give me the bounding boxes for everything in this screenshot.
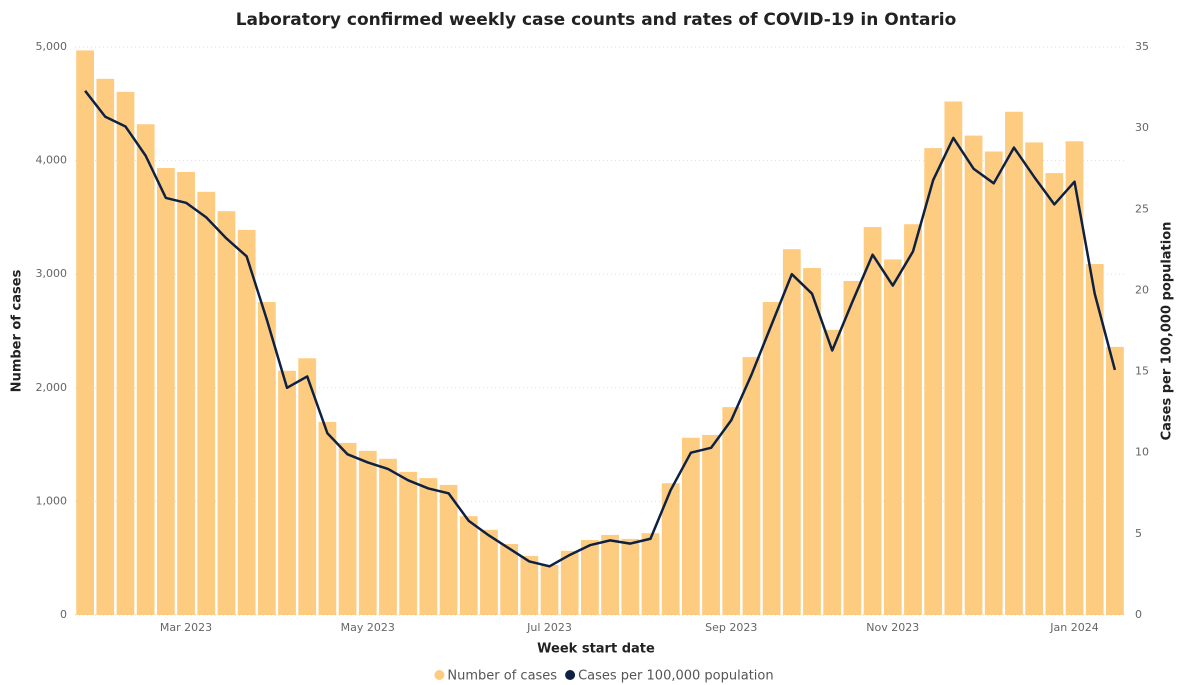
y-tick-label: 5,000 bbox=[36, 40, 68, 53]
bar bbox=[823, 329, 842, 615]
legend-marker bbox=[434, 670, 445, 680]
y2-axis-title: Cases per 100,000 population bbox=[1160, 222, 1175, 441]
bar bbox=[863, 227, 882, 615]
bar bbox=[136, 124, 155, 616]
bar bbox=[217, 211, 236, 616]
bar bbox=[338, 442, 357, 615]
bar bbox=[1005, 111, 1023, 615]
bar bbox=[318, 421, 337, 615]
bar bbox=[883, 259, 902, 615]
legend-label: Number of cases bbox=[447, 669, 557, 684]
legend-marker bbox=[565, 670, 576, 680]
bar bbox=[358, 450, 377, 615]
bar bbox=[116, 91, 135, 615]
x-tick-label: Mar 2023 bbox=[160, 621, 212, 634]
x-axis-title: Week start date bbox=[537, 642, 655, 657]
y-tick-label: 1,000 bbox=[36, 494, 68, 507]
bar bbox=[560, 550, 579, 615]
bar bbox=[1045, 173, 1064, 615]
y-tick-label: 3,000 bbox=[36, 267, 68, 280]
bar bbox=[782, 249, 801, 615]
bar bbox=[257, 302, 276, 615]
bar bbox=[1065, 141, 1084, 615]
bar bbox=[439, 484, 458, 615]
x-tick-label: Jan 2024 bbox=[1049, 621, 1098, 634]
bar bbox=[177, 171, 195, 615]
bar bbox=[540, 565, 559, 615]
y-tick-label: 2,000 bbox=[36, 381, 68, 394]
y2-tick-label: 25 bbox=[1135, 202, 1149, 215]
bar bbox=[237, 229, 256, 615]
bar bbox=[96, 78, 115, 616]
bar bbox=[76, 50, 94, 615]
bar bbox=[944, 101, 963, 615]
legend: Number of cases Cases per 100,000 populat… bbox=[434, 669, 774, 684]
x-tick-label: Nov 2023 bbox=[866, 621, 919, 634]
y2-tick-label: 35 bbox=[1135, 40, 1149, 53]
bar bbox=[843, 281, 862, 615]
y2-tick-label: 30 bbox=[1135, 121, 1149, 134]
y-tick-label: 0 bbox=[60, 608, 67, 621]
bar bbox=[500, 544, 519, 615]
y2-tick-label: 10 bbox=[1135, 446, 1149, 459]
bar bbox=[1025, 142, 1044, 615]
y2-tick-label: 0 bbox=[1135, 608, 1142, 621]
bar bbox=[661, 483, 680, 615]
bar bbox=[722, 407, 741, 615]
bar bbox=[601, 534, 619, 615]
bar bbox=[964, 135, 983, 615]
bar bbox=[1085, 263, 1104, 615]
y2-tick-label: 15 bbox=[1135, 365, 1149, 378]
bar bbox=[803, 267, 821, 615]
bar bbox=[581, 540, 599, 615]
y2-tick-label: 20 bbox=[1135, 283, 1149, 296]
bar bbox=[156, 167, 175, 615]
bar bbox=[681, 437, 700, 615]
bar bbox=[742, 357, 761, 615]
bar bbox=[278, 370, 296, 615]
bar bbox=[641, 533, 660, 615]
bar bbox=[419, 478, 438, 615]
bar bbox=[480, 529, 498, 615]
x-tick-label: Jul 2023 bbox=[526, 621, 572, 634]
x-tick-label: May 2023 bbox=[341, 621, 395, 634]
bar bbox=[762, 302, 781, 615]
bar bbox=[904, 224, 922, 615]
line bbox=[84, 90, 1117, 568]
bar bbox=[379, 458, 397, 615]
bar bbox=[459, 516, 478, 615]
y-axis-title: Number of cases bbox=[10, 269, 25, 392]
legend-label: Cases per 100,000 population bbox=[578, 669, 774, 684]
x-tick-label: Sep 2023 bbox=[705, 621, 757, 634]
y2-tick-label: 5 bbox=[1135, 527, 1142, 540]
bar bbox=[197, 191, 216, 615]
bar bbox=[298, 358, 317, 615]
bar bbox=[1106, 346, 1124, 615]
bar bbox=[399, 471, 418, 615]
y-tick-label: 4,000 bbox=[36, 154, 68, 167]
bar bbox=[621, 538, 640, 615]
bar bbox=[984, 151, 1003, 615]
bar bbox=[520, 555, 539, 615]
chart-title: Laboratory confirmed weekly case counts … bbox=[236, 10, 957, 30]
bar bbox=[924, 148, 943, 615]
bar bbox=[702, 434, 720, 615]
